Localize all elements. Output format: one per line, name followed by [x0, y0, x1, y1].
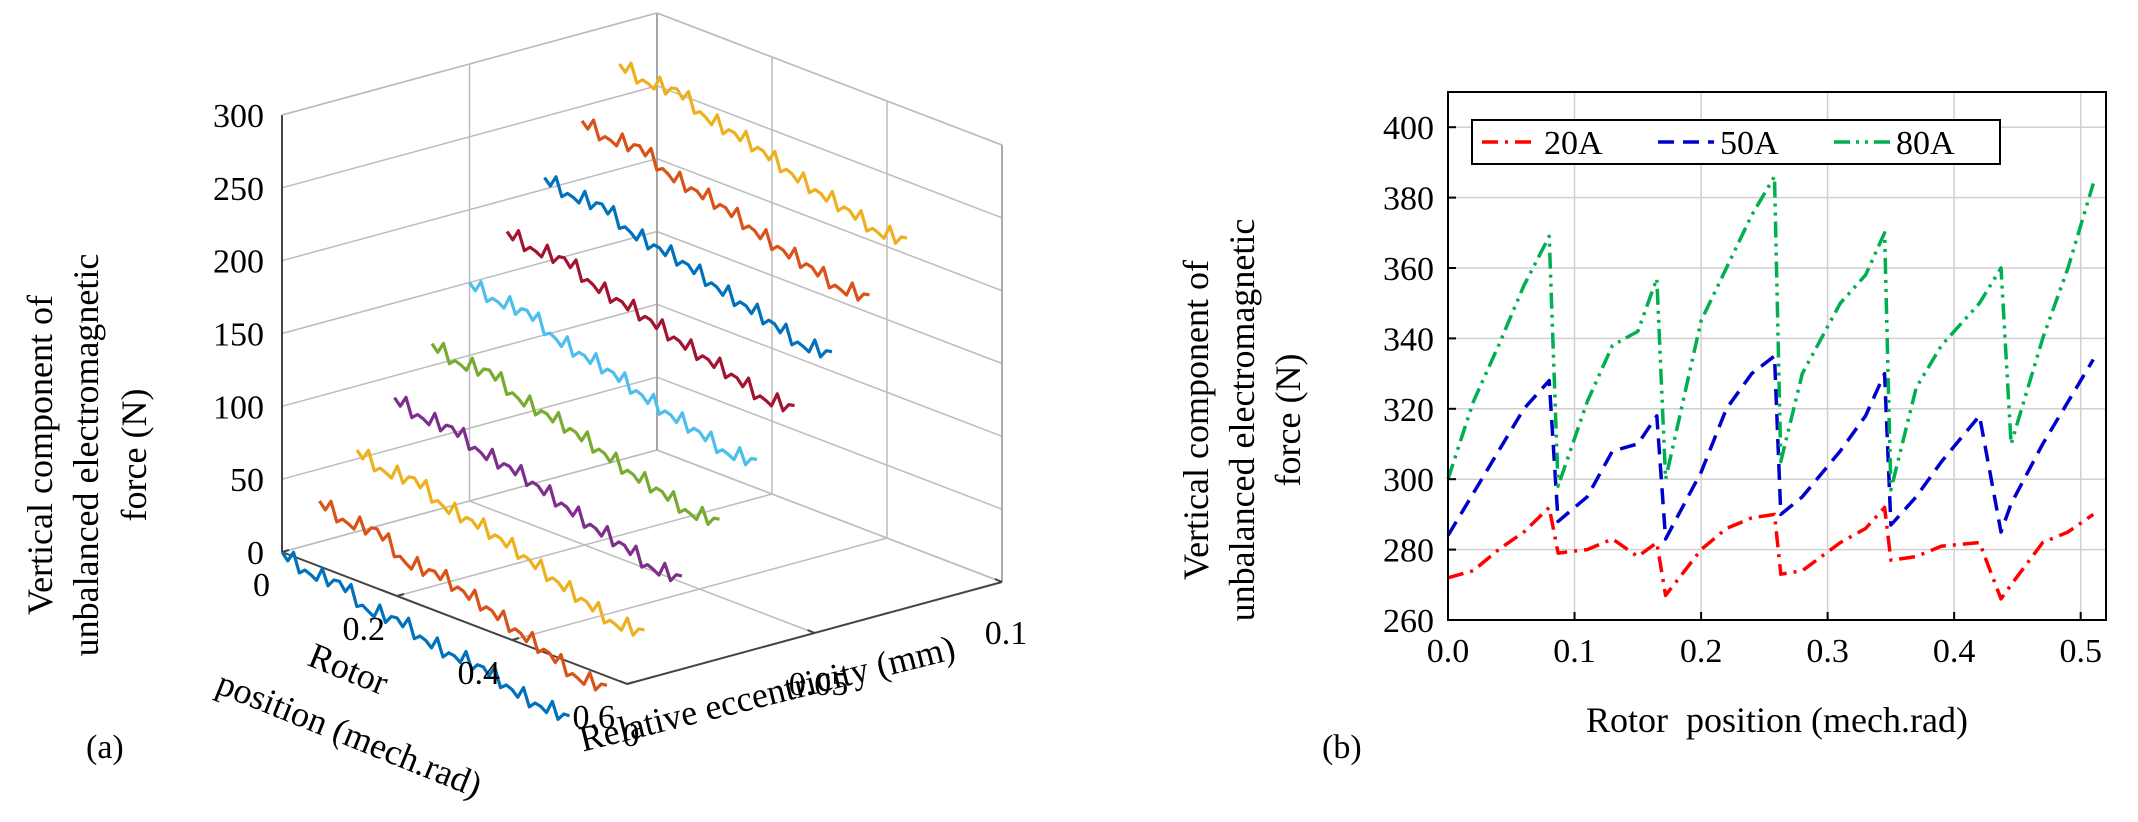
panel-b-ylabel-line-3: force (N)	[1268, 354, 1308, 487]
a-xtick-label: 0.4	[458, 655, 501, 692]
b-ytick-label: 360	[1383, 251, 1434, 288]
b-ytick-label: 380	[1383, 181, 1434, 218]
a-grid-x-floor-0	[281, 449, 658, 553]
a-ztick-label: 0	[247, 535, 264, 572]
a-series-e-0-06	[505, 229, 795, 413]
a-xtick-mark-1	[396, 593, 405, 597]
a-edge-top-back	[656, 12, 1003, 146]
b-ytick-label: 300	[1383, 462, 1434, 499]
a-series-e-0-07	[543, 175, 833, 359]
a-xtick-label: 0.6	[573, 699, 616, 736]
panel-a-ylabel: Relative eccentricity (mm)	[575, 627, 959, 759]
panel-b-label: (b)	[1322, 729, 1362, 766]
a-xtick-label: 0.2	[343, 611, 386, 648]
a-series-e-0-04	[430, 341, 720, 527]
a-ztick-label: 200	[213, 244, 264, 281]
a-grid-z-back-2	[656, 303, 1003, 438]
a-xtick-mark-2	[511, 637, 520, 641]
b-ytick-label: 280	[1383, 533, 1434, 570]
b-xtick-label: 0.4	[1933, 633, 1976, 670]
panel-b-plot-frame	[1447, 91, 2107, 621]
b-legend-box	[1471, 119, 2001, 165]
b-xtick-label: 0.1	[1553, 633, 1596, 670]
panel-b-tick-labels: 0.0 0.1 0.2 0.3 0.4 0.5 260 280 300 320 340 360 380 4…	[1383, 110, 2102, 670]
a-grid-z-back-1	[656, 376, 1003, 510]
a-edge-x-front	[281, 551, 628, 685]
b-ytick-label: 260	[1383, 603, 1434, 640]
a-ytick-label: 0.05	[789, 666, 849, 703]
a-xtick-label: 0	[253, 567, 270, 604]
a-grid-z-back-3	[656, 230, 1003, 365]
a-grid-y-floor-2	[656, 449, 1003, 583]
panel-a-zlabel-line-1: Vertical component of	[20, 295, 60, 615]
a-ytick-mark-2	[994, 578, 1003, 583]
panel-b-series	[1446, 174, 2095, 601]
a-ztick-label: 50	[230, 462, 264, 499]
a-ztick-label: 250	[213, 171, 264, 208]
a-series-e-0-08	[580, 118, 870, 302]
b-ytick-label: 320	[1383, 392, 1434, 429]
a-grid-z-back-4	[656, 157, 1003, 292]
panel-a-zlabel-line-3: force (N)	[114, 389, 154, 522]
b-series-20A	[1447, 505, 2095, 601]
a-ytick-label: 0.1	[985, 615, 1028, 652]
b-ytick-label: 340	[1383, 321, 1434, 358]
a-series-e-0-03	[393, 395, 683, 583]
a-ytick-mark-1	[807, 629, 815, 634]
panel-b-line-chart: 0.0 0.1 0.2 0.3 0.4 0.5 260 280 300 320 340 360 380 4…	[1176, 91, 2107, 766]
b-legend-label-50A: 50A	[1720, 125, 1779, 162]
a-xtick-mark-3	[626, 681, 635, 685]
a-series-e-0-02	[355, 448, 645, 637]
b-series-50A	[1446, 354, 2095, 541]
panel-b-legend: 20A 50A 80A	[1471, 119, 2001, 165]
b-ytick-label: 400	[1383, 110, 1434, 147]
a-edge-top-left	[281, 12, 658, 116]
panel-b-ylabel-line-2: unbalanced electromagnetic	[1222, 219, 1262, 622]
a-grid-z-back-5	[656, 85, 1003, 219]
panel-b-ylabel-line-1: Vertical component of	[1176, 260, 1216, 580]
panel-a-label: (a)	[86, 729, 124, 766]
b-xtick-label: 0.5	[2059, 633, 2102, 670]
a-series-e-0-09	[618, 61, 908, 245]
b-xtick-label: 0.3	[1806, 633, 1849, 670]
a-ztick-label: 100	[213, 389, 264, 426]
b-legend-label-20A: 20A	[1544, 125, 1603, 162]
b-series-80A	[1446, 174, 2095, 492]
a-ztick-label: 300	[213, 98, 264, 135]
b-xtick-label: 0.2	[1680, 633, 1723, 670]
a-series-e-0-01	[318, 499, 608, 692]
panel-a-series	[280, 61, 908, 722]
a-ytick-mark-0	[619, 680, 628, 685]
b-legend-label-80A: 80A	[1896, 125, 1955, 162]
a-series-e-0-00	[280, 550, 571, 722]
panel-a-axes	[281, 12, 1003, 685]
a-ztick-label: 150	[213, 317, 264, 354]
a-grid-x-floor-2	[511, 537, 888, 641]
a-grid-x-floor-1	[396, 493, 773, 597]
panel-a-zlabel-line-2: unbalanced electromagnetic	[66, 254, 106, 657]
panel-b-xlabel: Rotor position (mech.rad)	[1586, 700, 1968, 740]
b-xtick-label: 0.0	[1427, 633, 1470, 670]
a-series-e-0-05	[468, 280, 758, 467]
a-ytick-label: 0	[623, 717, 640, 754]
